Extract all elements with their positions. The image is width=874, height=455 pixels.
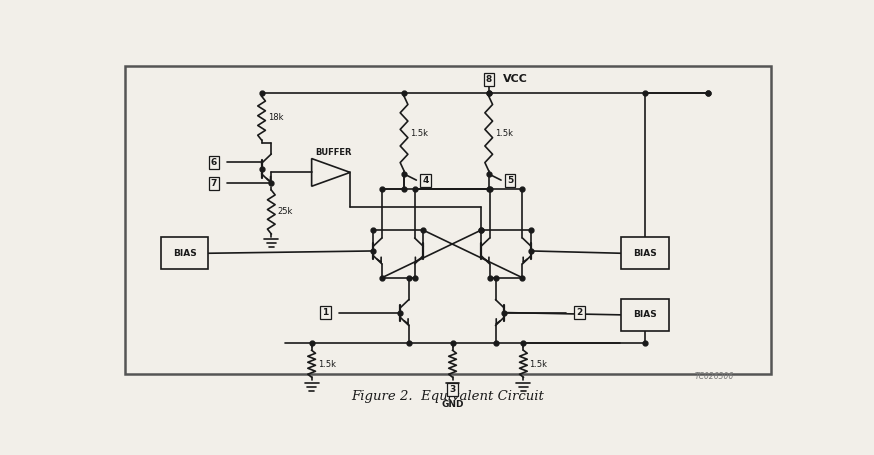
Text: 7: 7 bbox=[211, 179, 217, 187]
Text: 1.5k: 1.5k bbox=[530, 359, 547, 369]
Text: 25k: 25k bbox=[277, 207, 293, 216]
Text: 1.5k: 1.5k bbox=[495, 129, 513, 138]
Text: 5: 5 bbox=[507, 176, 513, 185]
Text: BIAS: BIAS bbox=[633, 249, 657, 258]
Text: 4: 4 bbox=[422, 176, 429, 185]
Text: 1.5k: 1.5k bbox=[318, 359, 336, 369]
Text: 1: 1 bbox=[323, 308, 329, 317]
Text: 1.5k: 1.5k bbox=[410, 129, 428, 138]
Text: BIAS: BIAS bbox=[633, 310, 657, 319]
Text: 3: 3 bbox=[449, 385, 455, 394]
Text: 18k: 18k bbox=[267, 113, 283, 122]
Text: Figure 2.  Equivalent Circuit: Figure 2. Equivalent Circuit bbox=[351, 390, 545, 403]
Text: BUFFER: BUFFER bbox=[316, 148, 352, 157]
Bar bbox=[621, 237, 669, 269]
Text: GND: GND bbox=[441, 399, 464, 409]
Text: VCC: VCC bbox=[503, 74, 528, 84]
Bar bbox=[125, 66, 771, 374]
Text: TC026306: TC026306 bbox=[694, 372, 733, 381]
Bar bbox=[161, 237, 209, 269]
Bar bbox=[621, 298, 669, 331]
Text: 8: 8 bbox=[486, 75, 492, 84]
Text: BIAS: BIAS bbox=[173, 249, 197, 258]
Text: 6: 6 bbox=[211, 158, 217, 167]
Text: 2: 2 bbox=[577, 308, 583, 317]
